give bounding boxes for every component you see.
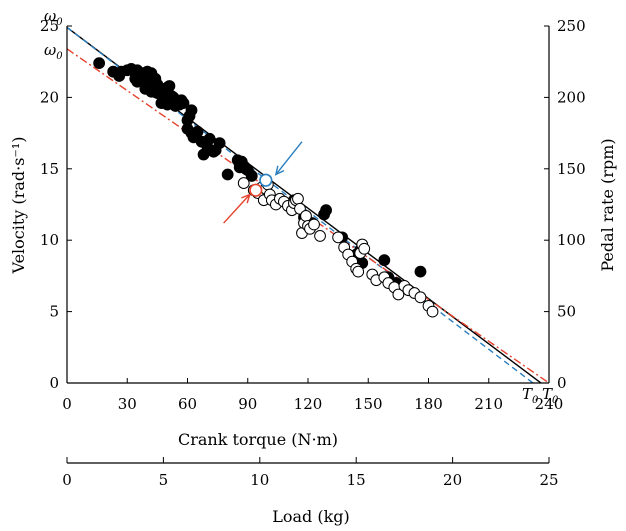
data-point-open (414, 291, 427, 304)
y-right-tick-label: 100 (557, 231, 586, 249)
data-point-filled (221, 168, 234, 181)
load-tick-label: 10 (250, 471, 269, 489)
x-tick-label: 210 (474, 395, 503, 413)
data-point-open (426, 305, 439, 318)
load-tick-label: 0 (62, 471, 72, 489)
x-tick-label: 150 (354, 395, 383, 413)
data-point-filled (177, 97, 190, 110)
x-tick-label: 90 (238, 395, 257, 413)
data-point-open (314, 230, 326, 242)
y-right-tick-label: 250 (557, 17, 586, 35)
t0-red-label: T0 (542, 385, 559, 406)
highlight-marker-red (249, 183, 263, 197)
data-point-filled (414, 265, 427, 278)
secondary-x-axis-label: Load (kg) (272, 507, 350, 526)
omega0-blue-label: ω0 (44, 7, 63, 28)
load-tick-label: 15 (347, 471, 366, 489)
y-right-tick-label: 0 (557, 374, 567, 392)
y-right-tick-label: 150 (557, 160, 586, 178)
data-point-open (292, 192, 304, 205)
t0-blue-label: T0 (522, 385, 539, 406)
load-tick-label: 25 (539, 471, 558, 489)
data-point-filled (320, 204, 332, 217)
data-points (93, 57, 439, 318)
load-tick-label: 20 (443, 471, 462, 489)
y-tick-label: 15 (40, 160, 59, 178)
data-point-open (352, 265, 365, 278)
data-point-filled (245, 170, 258, 182)
data-point-filled (93, 57, 106, 70)
data-point-open (308, 218, 320, 231)
right-y-axis-label: Pedal rate (rpm) (598, 138, 617, 271)
data-point-open (332, 231, 345, 244)
x-tick-label: 180 (414, 395, 443, 413)
data-point-open (392, 288, 405, 301)
data-point-open (358, 242, 371, 255)
x-tick-label: 30 (118, 395, 137, 413)
y-right-tick-label: 200 (557, 88, 586, 106)
arrow-red (223, 194, 251, 224)
data-point-open (300, 210, 312, 222)
x-tick-label: 240 (535, 395, 564, 413)
y-tick-label: 10 (40, 231, 59, 249)
x-tick-label: 120 (294, 395, 323, 413)
omega0-red-label: ω0 (44, 41, 63, 62)
data-point-filled (191, 125, 204, 138)
x-tick-label: 0 (62, 395, 72, 413)
arrow-blue (275, 141, 303, 175)
data-point-filled (185, 104, 198, 117)
y-tick-label: 20 (40, 88, 59, 106)
y-tick-label: 25 (40, 17, 59, 35)
y-tick-label: 5 (49, 303, 59, 321)
y-tick-label: 0 (49, 374, 59, 392)
load-tick-label: 5 (159, 471, 169, 489)
highlight-marker-blue (259, 173, 273, 187)
data-point-filled (203, 132, 216, 145)
x-axis-label: Crank torque (N·m) (178, 430, 338, 449)
arrowhead-red (241, 193, 251, 204)
data-point-filled (213, 137, 226, 149)
x-tick-label: 60 (178, 395, 197, 413)
data-point-open (237, 177, 250, 189)
annotation-marks (223, 141, 303, 224)
data-point-filled (378, 254, 391, 267)
data-point-filled (163, 80, 176, 92)
arrowhead-blue (274, 165, 285, 176)
y-right-tick-label: 50 (557, 303, 576, 321)
left-y-axis-label: Velocity (rad·s⁻¹) (9, 136, 28, 274)
